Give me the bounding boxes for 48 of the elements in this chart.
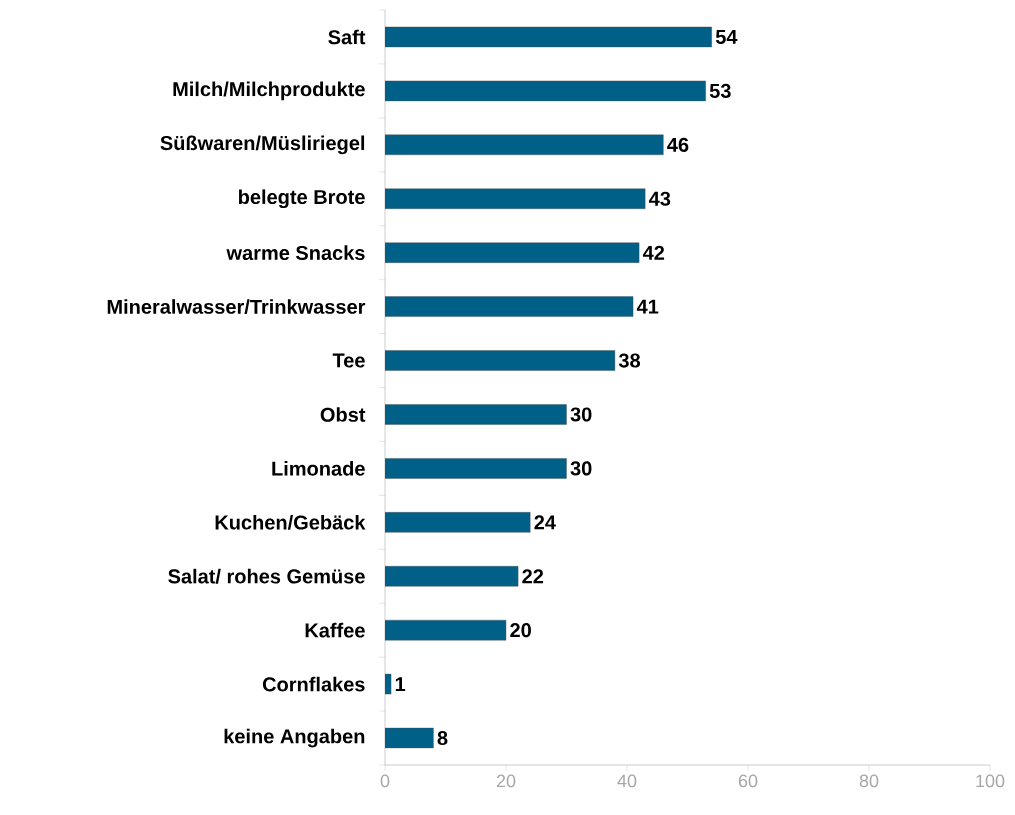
bar	[385, 727, 434, 749]
x-tick-label: 40	[617, 774, 637, 788]
data-label: 54	[715, 30, 738, 44]
bar	[385, 404, 567, 425]
y-tick-label: Obst	[320, 407, 366, 422]
data-label: 42	[642, 245, 665, 260]
data-label: 53	[709, 83, 731, 98]
x-tick-label: 20	[496, 774, 516, 788]
data-label: 8	[437, 730, 448, 746]
data-label: 30	[570, 461, 592, 476]
bar	[385, 458, 567, 479]
bar	[385, 134, 664, 156]
data-label: 1	[395, 677, 406, 691]
y-tick-label: warme Snacks	[226, 245, 365, 261]
y-tick-label: Kuchen/Gebäck	[215, 514, 366, 530]
bar	[385, 242, 640, 263]
y-tick-label: belegte Brote	[238, 189, 365, 209]
bar	[385, 296, 634, 317]
y-tick-label: keine Angaben	[224, 728, 365, 748]
data-label: 30	[570, 407, 592, 422]
bar	[385, 26, 712, 48]
y-tick-label: Süßwaren/Müsliriegel	[160, 135, 365, 155]
bar	[385, 619, 507, 641]
x-tick-label: 100	[976, 774, 1005, 788]
y-tick-label: Salat/ rohes Gemüse	[168, 568, 365, 584]
y-tick-label: Milch/Milchprodukte	[173, 81, 365, 101]
x-tick-label: 0	[380, 774, 390, 788]
y-tick-label: Tee	[332, 353, 365, 368]
data-label: 46	[667, 137, 689, 152]
y-tick-label: Cornflakes	[262, 676, 365, 692]
data-label: 22	[522, 569, 544, 584]
data-label: 43	[648, 191, 671, 206]
bar	[385, 673, 392, 695]
y-tick-label: Limonade	[272, 461, 365, 476]
bar	[385, 512, 531, 533]
data-label: 24	[534, 515, 556, 530]
data-label: 20	[510, 623, 531, 638]
bar	[385, 350, 616, 371]
y-tick-label: Mineralwasser/Trinkwasser	[107, 299, 366, 315]
x-tick-label: 60	[738, 774, 758, 788]
data-label: 38	[618, 353, 641, 368]
bar	[385, 188, 646, 209]
bar	[385, 80, 706, 102]
data-label: 41	[636, 299, 659, 314]
y-tick-label: Saft	[328, 29, 366, 45]
y-tick-label: Kaffee	[305, 622, 365, 638]
x-tick-label: 80	[859, 774, 879, 788]
bar	[385, 566, 519, 587]
